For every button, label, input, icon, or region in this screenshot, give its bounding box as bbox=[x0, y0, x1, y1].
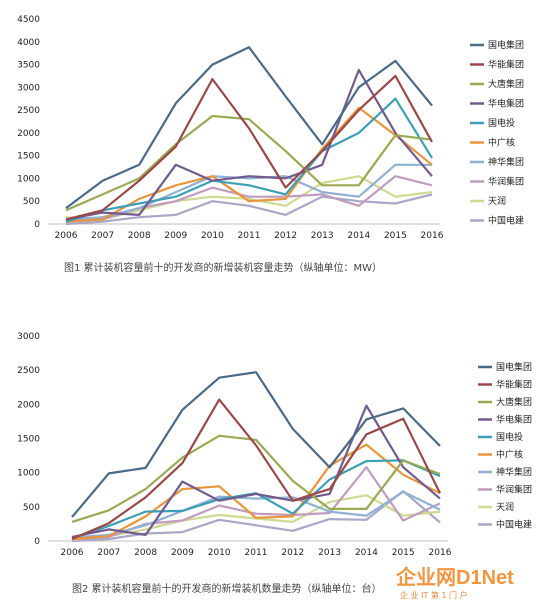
legend-label: 华电集团 bbox=[488, 98, 524, 110]
chart-1-y-ticks: 0 500 1000 1500 2000 2500 3000 3500 4000 4500 bbox=[17, 15, 40, 230]
legend-label: 华润集团 bbox=[488, 176, 524, 188]
x-tick-label: 2010 bbox=[208, 548, 231, 558]
legend-label: 华润集团 bbox=[496, 484, 532, 496]
legend-label: 国电集团 bbox=[488, 39, 524, 51]
legend-label: 华能集团 bbox=[496, 379, 532, 391]
chart-2-series-lines bbox=[71, 371, 441, 543]
series-line-国电集团 bbox=[71, 371, 441, 518]
x-tick-label: 2009 bbox=[164, 231, 187, 241]
legend-label: 大唐集团 bbox=[496, 396, 532, 408]
chart-2-y-ticks: 0 500 1000 1500 2000 2500 3000 bbox=[17, 332, 40, 547]
series-line-华电集团 bbox=[71, 404, 441, 538]
legend-label: 神华集团 bbox=[496, 466, 532, 478]
series-line-华能集团 bbox=[65, 74, 433, 221]
chart-1-x-ticks: 2006 2007 2008 2009 2010 2011 2012 2013 2014 2015… bbox=[55, 231, 444, 241]
legend-label: 华能集团 bbox=[488, 59, 524, 71]
x-tick-label: 2010 bbox=[201, 231, 224, 241]
legend-label: 中国电建 bbox=[488, 215, 524, 227]
series-line-神华集团 bbox=[65, 163, 432, 221]
legend-label: 华电集团 bbox=[496, 414, 532, 426]
x-tick-label: 2008 bbox=[128, 231, 151, 241]
x-tick-label: 2012 bbox=[274, 231, 297, 241]
legend-label: 天润 bbox=[488, 195, 506, 207]
y-tick-label: 4500 bbox=[17, 15, 40, 25]
y-tick-label: 2500 bbox=[17, 106, 40, 116]
series-line-中国电建 bbox=[65, 193, 433, 226]
x-tick-label: 2012 bbox=[281, 548, 304, 558]
series-line-中国电建 bbox=[71, 490, 441, 543]
y-tick-label: 2000 bbox=[17, 129, 40, 139]
x-tick-label: 2016 bbox=[421, 231, 444, 241]
series-line-大唐集团 bbox=[65, 114, 433, 212]
series-line-华电集团 bbox=[65, 68, 433, 221]
legend-label: 天润 bbox=[496, 501, 514, 513]
legend-label: 大唐集团 bbox=[488, 78, 524, 90]
x-tick-label: 2016 bbox=[429, 548, 452, 558]
legend-label: 国电投 bbox=[488, 117, 515, 129]
legend-label: 中广核 bbox=[488, 137, 515, 149]
x-tick-label: 2014 bbox=[347, 231, 370, 241]
y-tick-label: 500 bbox=[23, 197, 40, 207]
watermark-subtitle: 企 业 IT 第 1 门 户 bbox=[400, 590, 468, 600]
x-tick-label: 2007 bbox=[97, 548, 120, 558]
watermark: 企业网D1Net 企 业 IT 第 1 门 户 bbox=[395, 565, 514, 600]
x-tick-label: 2013 bbox=[311, 231, 334, 241]
chart-2-x-ticks: 2006 2007 2008 2009 2010 2011 2012 2013 2014 2015… bbox=[61, 548, 452, 558]
series-line-华能集团 bbox=[71, 398, 441, 541]
x-tick-label: 2015 bbox=[384, 231, 407, 241]
y-tick-label: 2000 bbox=[17, 400, 40, 410]
x-tick-label: 2008 bbox=[134, 548, 157, 558]
y-tick-label: 1000 bbox=[17, 469, 40, 479]
watermark-brand: 企业网D1Net bbox=[395, 565, 514, 589]
y-tick-label: 1500 bbox=[17, 152, 40, 162]
y-tick-label: 1500 bbox=[17, 435, 40, 445]
series-line-中广核 bbox=[71, 443, 441, 541]
legend-label: 中广核 bbox=[496, 449, 523, 461]
y-tick-label: 500 bbox=[23, 503, 40, 513]
series-line-国电投 bbox=[65, 97, 433, 223]
legend-label: 中国电建 bbox=[496, 519, 532, 531]
chart-2-caption: 图2 累计装机容量前十的开发商的新增装机数量走势（纵轴单位：台） bbox=[72, 582, 382, 595]
legend-label: 国电投 bbox=[496, 431, 523, 443]
series-line-神华集团 bbox=[71, 490, 441, 539]
x-tick-label: 2015 bbox=[392, 548, 415, 558]
legend-label: 神华集团 bbox=[488, 156, 524, 168]
x-tick-label: 2007 bbox=[91, 231, 114, 241]
y-tick-label: 0 bbox=[34, 537, 40, 547]
chart-1-series-lines bbox=[65, 46, 433, 226]
y-tick-label: 1000 bbox=[17, 174, 40, 184]
y-tick-label: 3000 bbox=[17, 83, 40, 93]
x-tick-label: 2014 bbox=[355, 548, 378, 558]
x-tick-label: 2009 bbox=[171, 548, 194, 558]
y-tick-label: 0 bbox=[34, 220, 40, 230]
y-tick-label: 2500 bbox=[17, 366, 40, 376]
x-tick-label: 2011 bbox=[238, 231, 261, 241]
x-tick-label: 2006 bbox=[55, 231, 78, 241]
x-tick-label: 2006 bbox=[61, 548, 84, 558]
series-line-中广核 bbox=[65, 106, 433, 223]
chart-1: 0 500 1000 1500 2000 2500 3000 3500 4000 4500 200… bbox=[17, 15, 524, 274]
x-tick-label: 2011 bbox=[245, 548, 268, 558]
chart-1-caption: 图1 累计装机容量前十的开发商的新增装机容量走势（纵轴单位：MW） bbox=[64, 261, 382, 274]
y-tick-label: 3000 bbox=[17, 332, 40, 342]
series-line-国电集团 bbox=[65, 46, 433, 209]
series-line-大唐集团 bbox=[71, 434, 441, 523]
y-tick-label: 4000 bbox=[17, 38, 40, 48]
y-tick-label: 3500 bbox=[17, 61, 40, 71]
x-tick-label: 2013 bbox=[318, 548, 341, 558]
legend-label: 国电集团 bbox=[496, 361, 532, 373]
